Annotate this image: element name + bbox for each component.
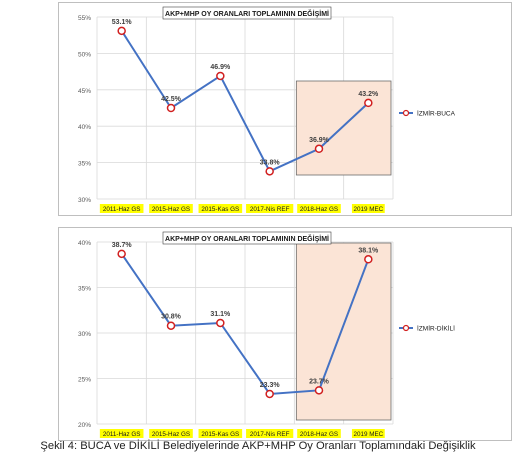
y-tick-label: 45%	[78, 88, 91, 95]
data-point	[314, 144, 324, 154]
y-tick-label: 35%	[78, 286, 91, 293]
data-label: 31.1%	[210, 311, 231, 318]
highlight-box	[295, 80, 392, 176]
x-tick-label: 2018-Haz GS	[300, 431, 338, 438]
y-tick-label: 40%	[78, 240, 91, 247]
data-label: 43.2%	[358, 91, 379, 98]
y-tick-label: 55%	[78, 15, 91, 22]
data-point	[265, 389, 274, 399]
legend-marker	[402, 324, 410, 332]
y-tick-label: 50%	[78, 51, 91, 58]
x-tick-label: 2018-Haz GS	[300, 206, 338, 213]
x-tick-label: 2015-Kas GS	[201, 431, 239, 438]
legend-marker	[402, 109, 410, 117]
data-label: 53.1%	[112, 19, 133, 26]
x-tick-label: 2019 MEC	[353, 206, 383, 213]
data-label: 33.8%	[260, 159, 281, 166]
chart-title: AKP+MHP OY ORANLARI TOPLAMININ DEĞİŞİMİ	[165, 9, 329, 18]
data-label: 42.5%	[161, 96, 182, 103]
data-point	[166, 321, 176, 330]
data-label: 23.7%	[309, 378, 330, 385]
data-label: 38.1%	[358, 247, 379, 254]
x-tick-highlight	[351, 429, 385, 438]
x-tick-highlight	[198, 204, 243, 213]
chart-buca-svg: 30% 35% 40% 45% 50% 55% AKP+MHP OY ORANLARI TO…	[78, 6, 456, 213]
x-tick-highlight	[149, 429, 193, 438]
chart-dikili-svg: 20% 25% 30% 35% 40% AKP+MHP OY ORANLARI TOPLA…	[78, 231, 455, 438]
x-tick-label: 2015-Haz GS	[152, 431, 190, 438]
y-tick-label: 30%	[78, 331, 91, 338]
data-label: 36.9%	[309, 137, 330, 144]
data-point	[216, 318, 225, 328]
chart-title-box	[162, 231, 332, 245]
data-point	[364, 98, 373, 108]
x-tick-label: 2019 MEC	[353, 431, 383, 438]
x-tick-label: 2011-Haz GS	[103, 431, 141, 438]
x-tick-highlight	[99, 204, 144, 213]
series-line	[120, 253, 370, 396]
legend-label: İZMİR-BUCA	[417, 109, 456, 118]
data-point	[117, 26, 126, 36]
x-tick-label: 2015-Kas GS	[201, 206, 239, 213]
y-tick-label: 30%	[78, 197, 91, 204]
highlight-box	[295, 242, 392, 421]
data-point	[265, 167, 274, 176]
y-tick-label: 40%	[78, 124, 91, 131]
series-line	[120, 30, 370, 173]
y-tick-label: 25%	[78, 377, 91, 384]
x-tick-highlight	[351, 204, 385, 213]
data-point	[314, 386, 324, 395]
data-label: 38.7%	[112, 242, 133, 249]
chart-buca: 30% 35% 40% 45% 50% 55% AKP+MHP OY ORANLARI TO…	[58, 2, 512, 216]
data-point	[166, 103, 176, 113]
figure-caption: Şekil 4: BUCA ve DİKİLİ Belediyelerinde …	[40, 440, 476, 452]
x-tick-highlight	[149, 204, 193, 213]
x-tick-highlight	[99, 429, 144, 438]
chart-title: AKP+MHP OY ORANLARI TOPLAMININ DEĞİŞİMİ	[165, 234, 329, 243]
data-label: 46.9%	[210, 64, 231, 71]
chart-title-box	[162, 6, 332, 20]
chart-dikili: 20% 25% 30% 35% 40% AKP+MHP OY ORANLARI TOPLA…	[58, 227, 512, 441]
y-tick-label: 20%	[78, 422, 91, 429]
x-tick-label: 2017-Nis REF	[250, 431, 290, 438]
data-point	[216, 71, 225, 81]
x-tick-label: 2011-Haz GS	[103, 206, 141, 213]
data-label: 23.3%	[260, 382, 281, 389]
x-tick-highlight	[246, 204, 294, 213]
x-tick-highlight	[297, 429, 341, 438]
x-tick-label: 2017-Nis REF	[250, 206, 290, 213]
legend-label: İZMİR-DİKİLİ	[417, 324, 455, 333]
x-tick-highlight	[297, 204, 341, 213]
x-tick-highlight	[198, 429, 243, 438]
x-tick-highlight	[246, 429, 294, 438]
data-point	[117, 249, 126, 259]
x-tick-label: 2015-Haz GS	[152, 206, 190, 213]
y-tick-label: 35%	[78, 161, 91, 168]
data-point	[364, 255, 373, 264]
data-label: 30.8%	[161, 314, 182, 321]
